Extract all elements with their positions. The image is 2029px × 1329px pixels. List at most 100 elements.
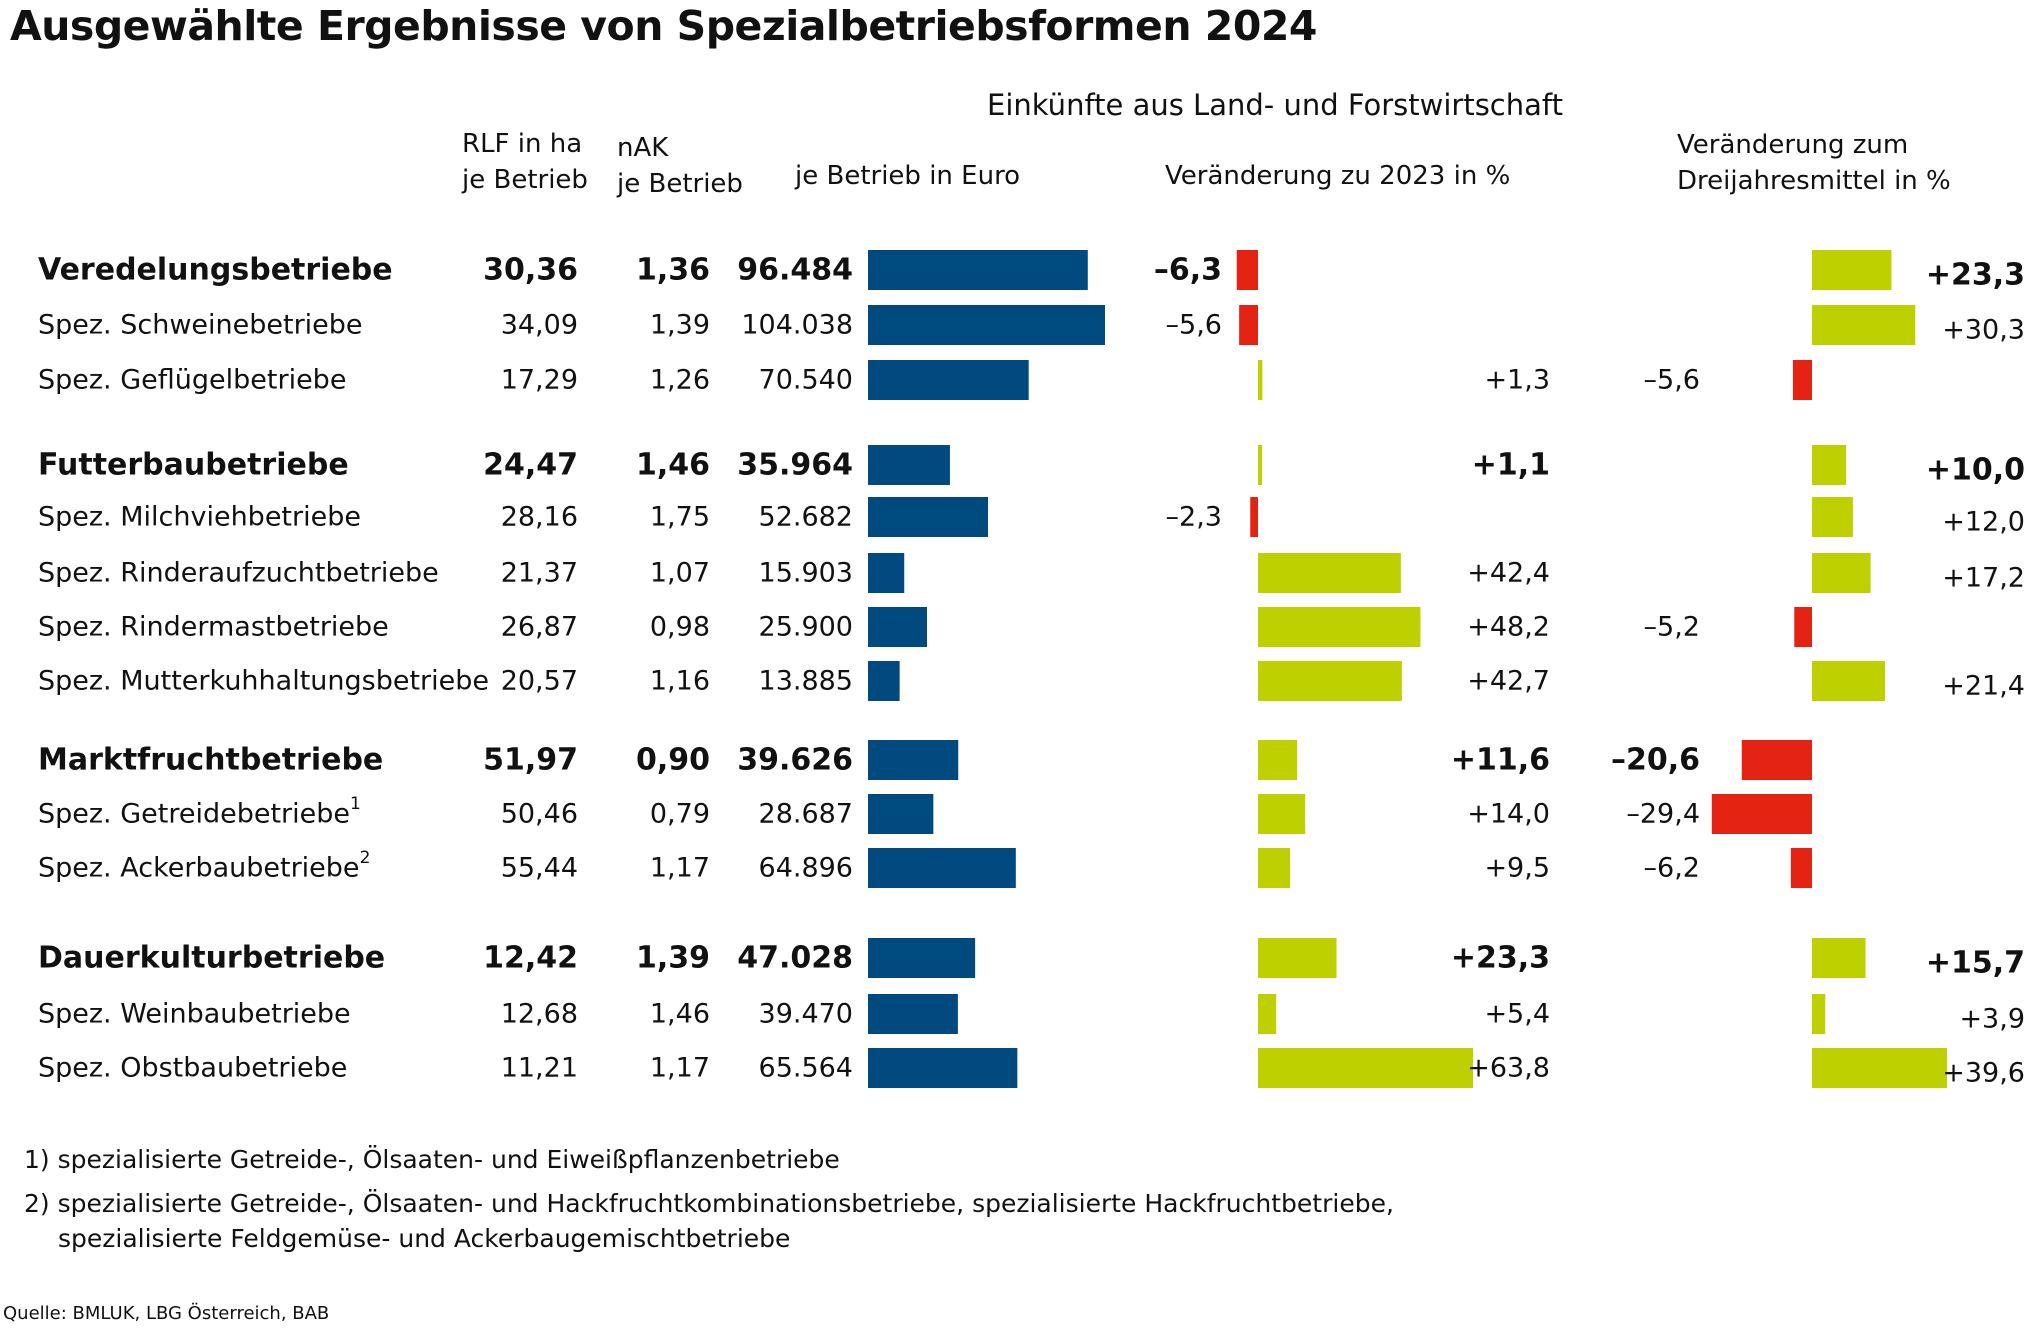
- row-label: Spez. Ackerbaubetriebe2: [38, 848, 370, 884]
- income-bar: [868, 360, 1029, 400]
- chg2023-bar: [1258, 848, 1291, 888]
- einkuenfte-label: 25.900: [759, 612, 853, 643]
- income-bar: [868, 740, 959, 780]
- rlf-value: 51,97: [483, 743, 578, 778]
- chg2023-bar: [1258, 938, 1337, 978]
- chg3y-bar: [1792, 360, 1812, 400]
- nak-value: 1,36: [636, 253, 710, 288]
- chg3y-bar: [1812, 661, 1885, 701]
- nak-value: 1,07: [650, 558, 710, 589]
- chg2023-bar: [1258, 607, 1421, 647]
- income-bar: [868, 250, 1088, 290]
- chg3y-bar: [1711, 794, 1812, 834]
- header-rlf-line2: je Betrieb: [462, 165, 588, 195]
- chg3y-bar: [1812, 553, 1871, 593]
- rlf-value: 34,09: [501, 310, 578, 341]
- chg2023-bar: [1258, 360, 1263, 400]
- chg3y-bar: [1812, 445, 1847, 485]
- einkuenfte-label: 96.484: [737, 253, 853, 288]
- row-label: Spez. Rindermastbetriebe: [38, 612, 389, 643]
- rlf-value: 21,37: [501, 558, 578, 589]
- header-rlf: RLF in ha je Betrieb: [462, 126, 588, 198]
- einkuenfte-label: 70.540: [759, 365, 853, 396]
- chg2023-label: +5,4: [1484, 999, 1550, 1030]
- chg2023-label: –5,6: [1166, 310, 1222, 341]
- chg2023-bar: [1258, 445, 1262, 485]
- row-label: Futterbaubetriebe: [38, 448, 349, 483]
- einkuenfte-label: 15.903: [759, 558, 853, 589]
- nak-value: 0,98: [650, 612, 710, 643]
- income-bar: [868, 445, 950, 485]
- rlf-value: 17,29: [501, 365, 578, 396]
- einkuenfte-label: 65.564: [759, 1053, 853, 1084]
- income-bar: [868, 938, 976, 978]
- row-label: Spez. Milchviehbetriebe: [38, 502, 361, 533]
- chg3y-label: –5,2: [1644, 612, 1700, 643]
- chg2023-label: +42,4: [1467, 558, 1550, 589]
- chg3y-label: +30,3: [1942, 315, 2025, 346]
- nak-value: 1,39: [636, 941, 710, 976]
- chg2023-bar: [1258, 740, 1298, 780]
- income-bar: [868, 607, 928, 647]
- header-nak-line2: je Betrieb: [617, 169, 743, 199]
- row-label: Spez. Mutterkuhhaltungsbetriebe: [38, 666, 489, 697]
- chg3y-bar: [1741, 740, 1812, 780]
- nak-value: 1,46: [650, 999, 710, 1030]
- header-rlf-line1: RLF in ha: [462, 129, 583, 159]
- nak-value: 1,16: [650, 666, 710, 697]
- footnote-2-continued: spezialisierte Feldgemüse- und Ackerbaug…: [58, 1224, 791, 1253]
- chg3y-bar: [1794, 607, 1812, 647]
- income-bar: [868, 848, 1016, 888]
- nak-value: 1,26: [650, 365, 710, 396]
- chg2023-label: +1,1: [1472, 448, 1550, 483]
- nak-value: 0,79: [650, 799, 710, 830]
- row-label: Marktfruchtbetriebe: [38, 743, 383, 778]
- rlf-value: 55,44: [501, 853, 578, 884]
- rlf-value: 11,21: [501, 1053, 578, 1084]
- footnote-2: 2) spezialisierte Getreide-, Ölsaaten- u…: [24, 1189, 1394, 1218]
- chg2023-bar: [1258, 794, 1306, 834]
- income-bar: [868, 794, 934, 834]
- chg2023-bar: [1236, 250, 1258, 290]
- chg3y-label: –29,4: [1626, 799, 1700, 830]
- chg3y-label: +23,3: [1926, 258, 2025, 293]
- chg2023-bar: [1258, 553, 1401, 593]
- income-bar: [868, 1048, 1018, 1088]
- chart-title: Ausgewählte Ergebnisse von Spezialbetrie…: [10, 2, 1317, 50]
- chg2023-label: +63,8: [1467, 1053, 1550, 1084]
- chg3y-bar: [1790, 848, 1812, 888]
- chg2023-bar: [1250, 497, 1258, 537]
- chg2023-bar: [1258, 661, 1402, 701]
- chg3y-bar: [1812, 305, 1916, 345]
- chg3y-label: –20,6: [1611, 743, 1700, 778]
- rlf-value: 12,42: [483, 941, 578, 976]
- row-label: Spez. Rinderaufzuchtbetriebe: [38, 558, 439, 589]
- einkuenfte-label: 39.470: [759, 999, 853, 1030]
- income-bar: [868, 553, 905, 593]
- nak-value: 1,17: [650, 853, 710, 884]
- nak-value: 1,39: [650, 310, 710, 341]
- chg3y-bar: [1812, 994, 1826, 1034]
- rlf-value: 20,57: [501, 666, 578, 697]
- income-bar: [868, 994, 958, 1034]
- einkuenfte-label: 35.964: [737, 448, 853, 483]
- row-label: Spez. Schweinebetriebe: [38, 310, 363, 341]
- chg2023-label: +11,6: [1451, 743, 1550, 778]
- row-label: Spez. Geflügelbetriebe: [38, 365, 346, 396]
- header-dreijahres-line1: Veränderung zum: [1677, 130, 1909, 160]
- chg3y-bar: [1812, 938, 1866, 978]
- nak-value: 1,17: [650, 1053, 710, 1084]
- chg3y-label: –6,2: [1644, 853, 1700, 884]
- header-dreijahres-line2: Dreijahresmittel in %: [1677, 166, 1951, 196]
- header-nak-line1: nAK: [617, 133, 669, 163]
- chg2023-label: +48,2: [1467, 612, 1550, 643]
- header-je-betrieb-euro: je Betrieb in Euro: [795, 161, 1021, 191]
- chg2023-bar: [1258, 994, 1277, 1034]
- rlf-value: 26,87: [501, 612, 578, 643]
- chg2023-label: +23,3: [1451, 941, 1550, 976]
- chg2023-label: +14,0: [1467, 799, 1550, 830]
- chg2023-bar: [1258, 1048, 1473, 1088]
- chg3y-bar: [1812, 497, 1853, 537]
- chg2023-label: +42,7: [1467, 666, 1550, 697]
- header-einkuenfte-group: Einkünfte aus Land- und Forstwirtschaft: [987, 88, 1563, 122]
